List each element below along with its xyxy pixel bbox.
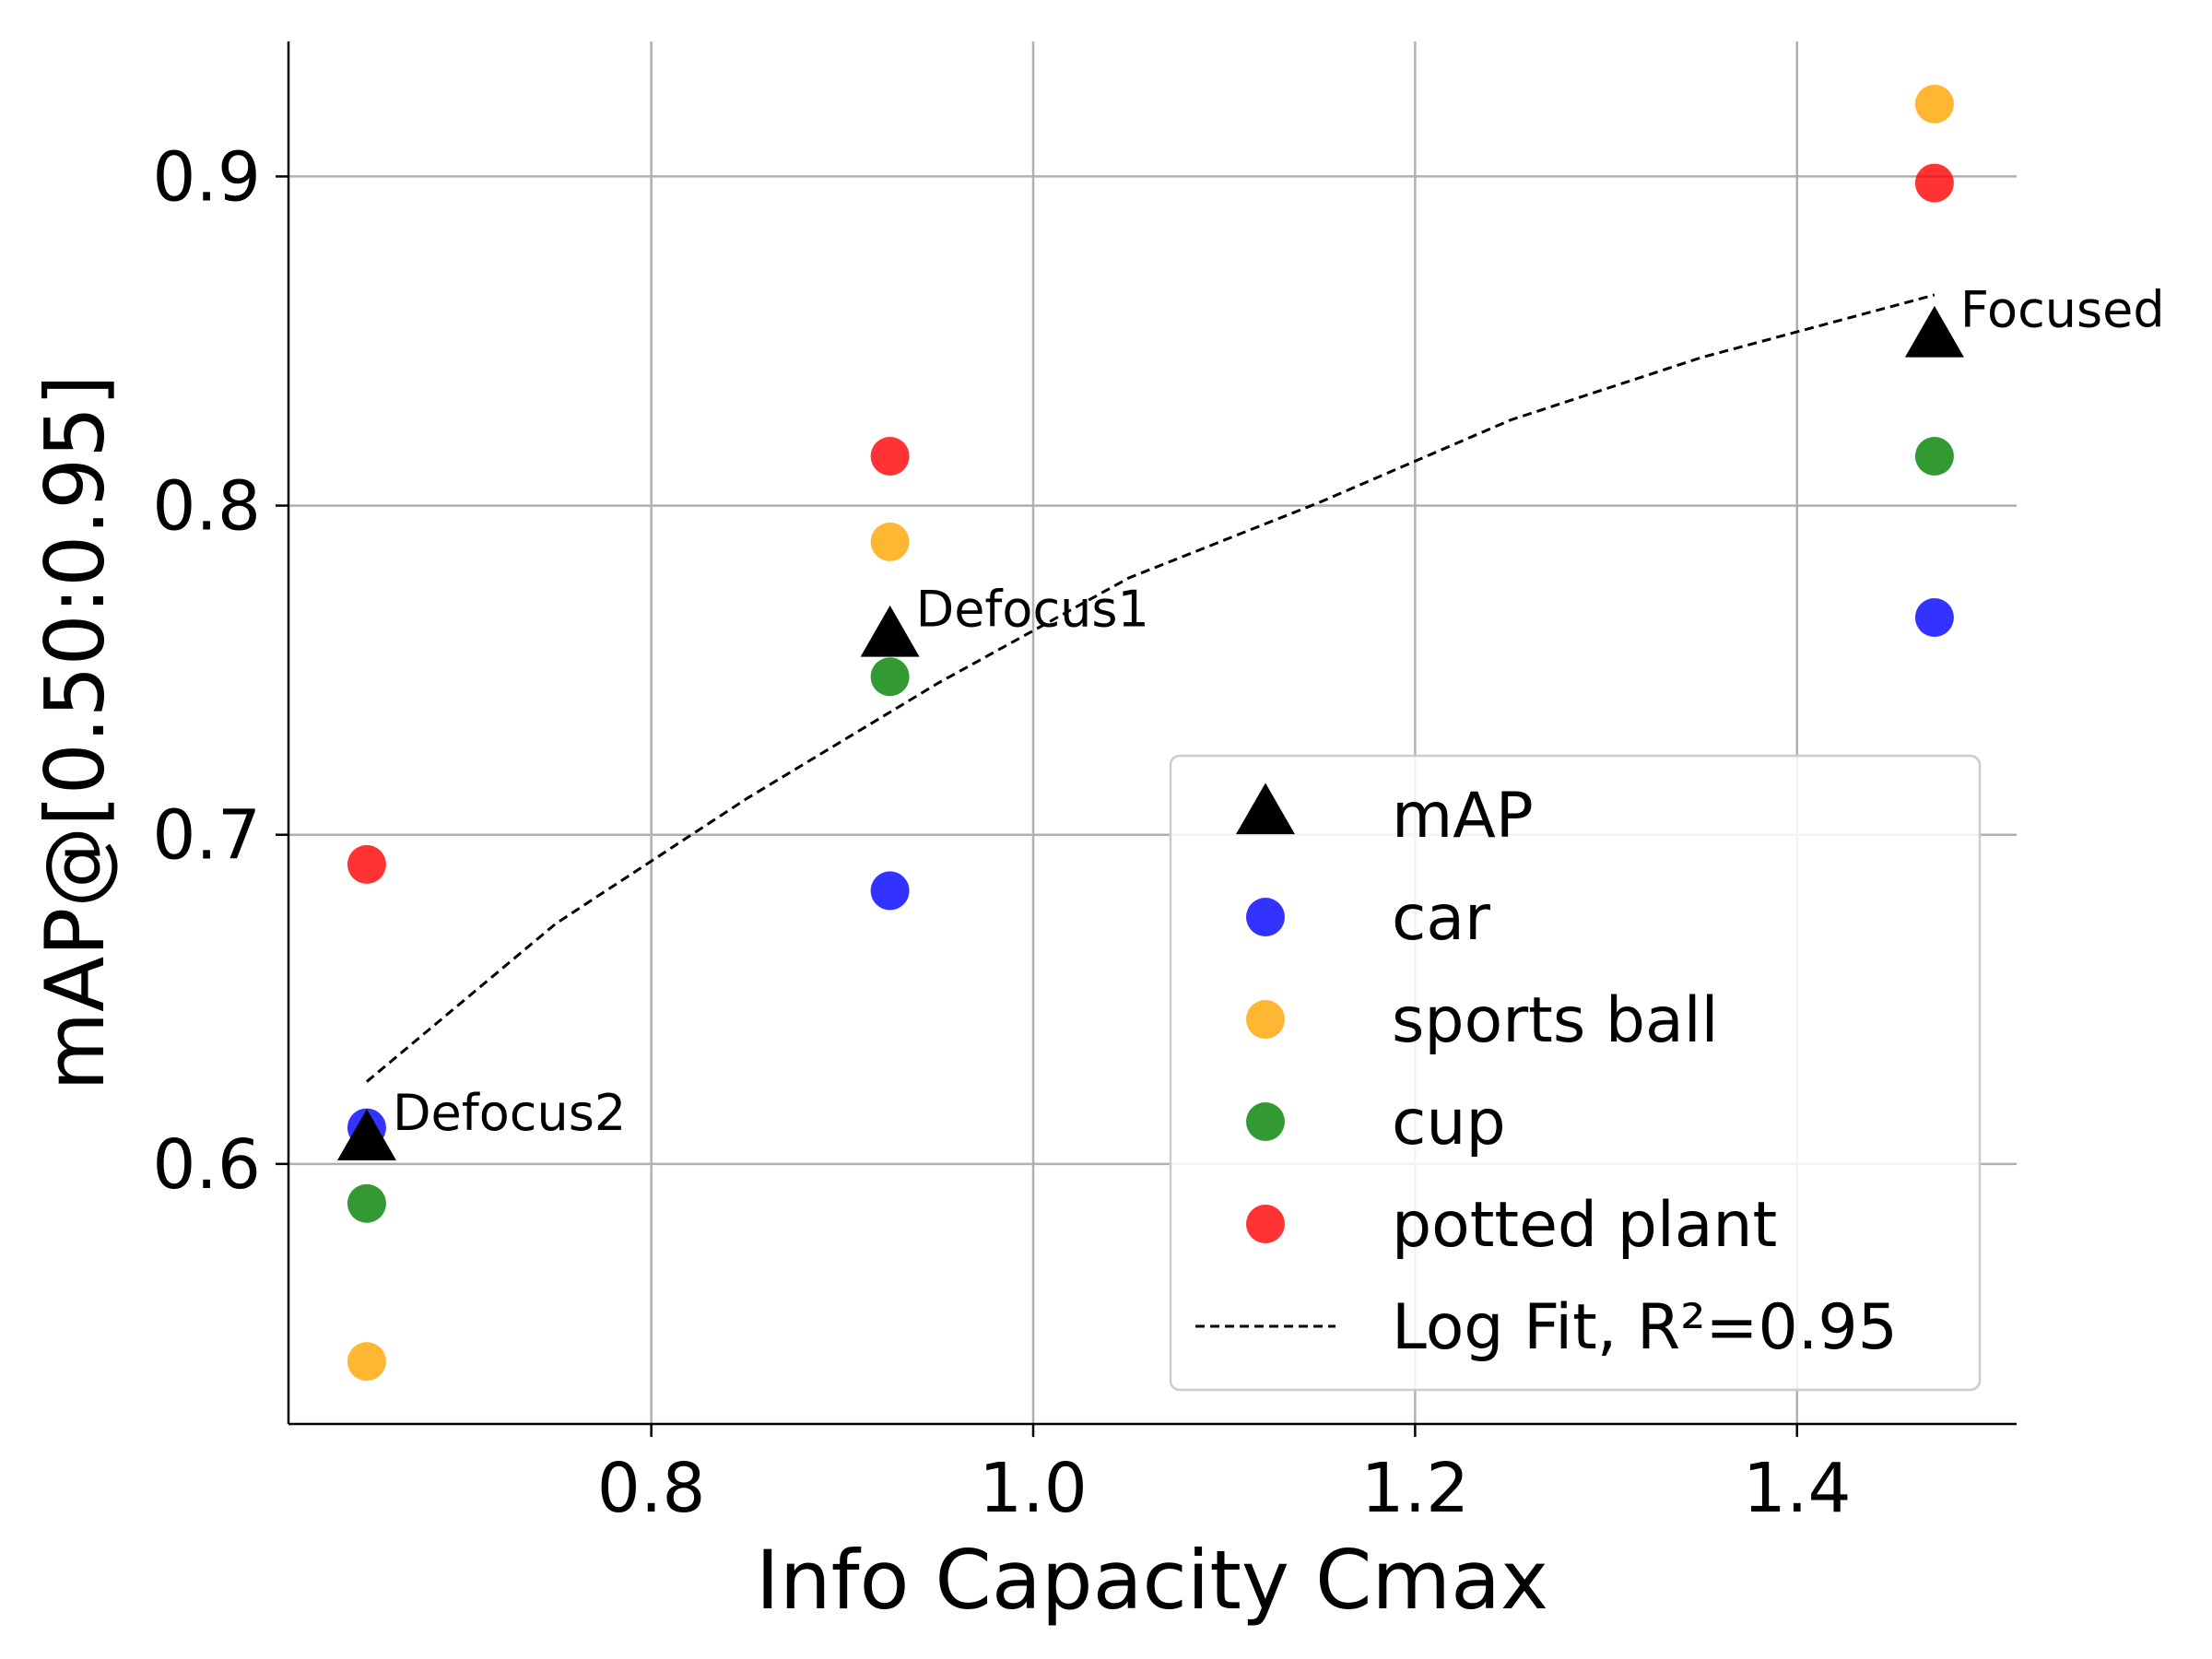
point-map [336, 1109, 396, 1161]
legend-marker-sports-ball [1246, 1000, 1285, 1039]
legend: mAP car sports ball cup potted plant Log Fit,… [1169, 754, 1982, 1392]
y-ticks: 0.6 0.7 0.8 0.9 [152, 137, 288, 1205]
point-map [1904, 305, 1964, 358]
legend-box [1169, 754, 1982, 1392]
legend-marker-potted-plant [1246, 1205, 1285, 1243]
legend-marker-car [1246, 898, 1285, 936]
point-map [860, 605, 920, 657]
point-car [1914, 598, 1954, 637]
x-tick-label: 1.0 [979, 1449, 1088, 1528]
point-cup [347, 1183, 386, 1223]
x-tick-label: 1.4 [1743, 1449, 1852, 1528]
point-potted-plant [870, 437, 910, 476]
legend-label: Log Fit, R²=0.95 [1392, 1291, 1898, 1364]
log-fit-line [365, 293, 1936, 1083]
axes-spines [287, 41, 2017, 1426]
legend-label: mAP [1392, 780, 1534, 853]
fit-layer [365, 293, 1936, 1083]
y-axis-title: mAP@[0.50:0.95] [28, 374, 123, 1090]
legend-marker-cup [1246, 1102, 1285, 1141]
legend-label: sports ball [1392, 984, 1718, 1057]
point-cup [870, 657, 910, 697]
y-tick-label: 0.9 [152, 137, 261, 217]
points-layer [336, 84, 1964, 1382]
y-tick-label: 0.8 [152, 467, 261, 547]
x-axis-title: Info Capacity Cmax [756, 1533, 1548, 1628]
legend-label: car [1392, 882, 1490, 955]
point-sports-ball [870, 522, 910, 561]
point-potted-plant [347, 844, 386, 884]
point-cup [1914, 437, 1954, 476]
point-sports-ball [1914, 84, 1954, 124]
point-potted-plant [1914, 163, 1954, 203]
grid-layer [288, 41, 2017, 1424]
y-tick-label: 0.6 [152, 1125, 261, 1205]
legend-marker-map [1236, 782, 1295, 835]
x-tick-label: 0.8 [597, 1449, 706, 1528]
point-sports-ball [347, 1342, 386, 1382]
legend-label: potted plant [1392, 1189, 1777, 1262]
point-car [870, 871, 910, 911]
x-ticks: 0.8 1.0 1.2 1.4 [597, 1424, 1852, 1528]
annotation-label: Defocus2 [393, 1084, 626, 1142]
annotations: Defocus2 Defocus1 Focused [393, 280, 2165, 1141]
x-tick-label: 1.2 [1361, 1449, 1470, 1528]
legend-label: cup [1392, 1087, 1506, 1159]
annotation-label: Defocus1 [916, 580, 1149, 638]
annotation-label: Focused [1960, 280, 2165, 338]
y-tick-label: 0.7 [152, 796, 261, 876]
